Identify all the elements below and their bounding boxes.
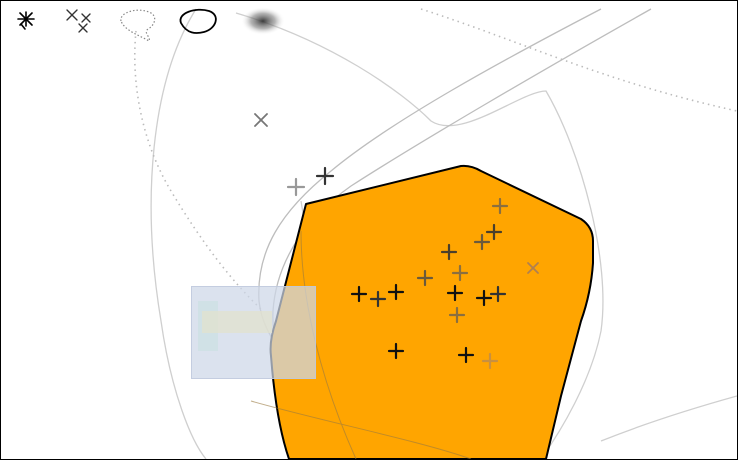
x-markers [254,113,539,274]
plus-marker[interactable] [451,264,469,282]
plus-marker[interactable] [473,233,491,251]
x-marker[interactable] [527,262,539,274]
plus-marker[interactable] [485,223,503,241]
toolbar [17,7,285,42]
plus-marker[interactable] [457,346,475,364]
lasso-dotted-icon[interactable] [120,9,156,42]
plus-marker[interactable] [369,290,387,308]
plus-marker[interactable] [448,306,466,324]
plus-marker[interactable] [475,289,493,307]
plus-marker[interactable] [416,269,434,287]
plus-marker[interactable] [481,352,499,370]
plus-marker[interactable] [387,342,405,360]
thumbnail-preview-icon[interactable] [191,286,316,379]
dotted-curves [133,8,737,312]
asterisk-icon[interactable] [17,11,35,30]
curve-right-bottom [600,395,737,442]
plus-marker[interactable] [350,285,368,303]
plus-marker[interactable] [387,283,405,301]
lasso-solid-icon[interactable] [179,8,217,34]
selection-polygon[interactable] [269,164,594,459]
plus-marker[interactable] [489,285,507,303]
plus-markers [286,166,509,370]
thumbnail-shape [202,311,272,333]
plus-marker[interactable] [446,284,464,302]
dotted-curve-top [420,8,737,112]
plus-marker[interactable] [491,197,509,215]
curve-large-left [150,8,207,459]
overlay-curve-2 [250,400,472,459]
dotted-curve-left [133,30,264,312]
plus-marker[interactable] [286,177,306,197]
x-marker[interactable] [254,113,268,127]
cross-cluster-icon[interactable] [66,9,91,33]
blur-icon[interactable] [241,7,285,35]
plus-marker[interactable] [315,166,335,186]
curve-arc-inner [235,12,604,459]
plus-marker[interactable] [440,243,458,261]
